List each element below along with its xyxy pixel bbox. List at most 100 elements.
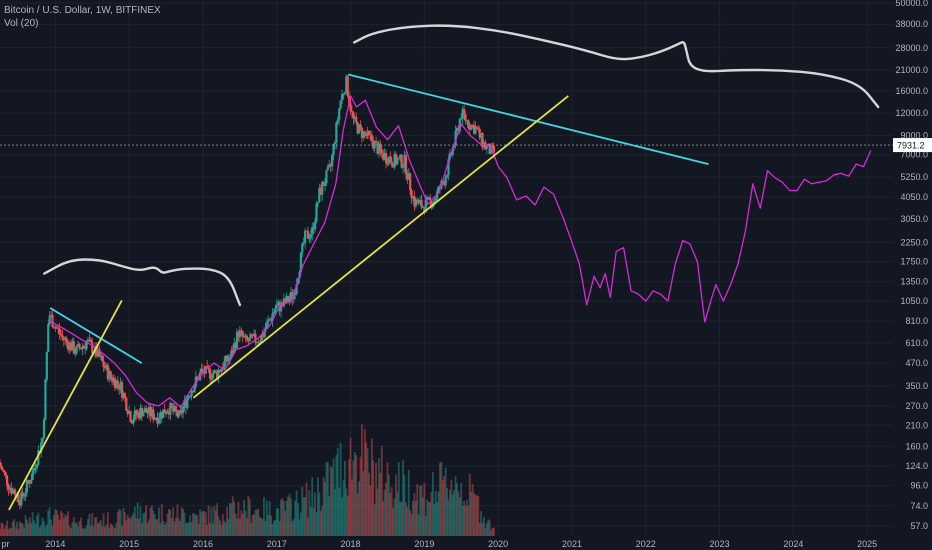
- candle-body: [329, 164, 332, 167]
- volume-bar: [160, 504, 163, 536]
- candle-body: [338, 108, 341, 120]
- candle-body: [277, 302, 280, 306]
- volume-bar: [434, 490, 437, 536]
- volume-bar: [290, 498, 292, 536]
- candle-body: [309, 234, 312, 239]
- volume-bar: [60, 510, 62, 536]
- volume-bar: [68, 525, 71, 536]
- candle-body: [130, 421, 134, 424]
- volume-bar: [89, 525, 92, 536]
- candle-body: [349, 103, 352, 112]
- candle-body: [255, 342, 258, 344]
- price-tick-label: 9000.0: [900, 130, 928, 140]
- candle-body: [149, 406, 152, 417]
- candle-body: [465, 120, 469, 122]
- volume-bar: [45, 524, 48, 536]
- volume-bar: [369, 485, 372, 536]
- candle-body: [475, 126, 478, 129]
- volume-bar: [118, 509, 121, 536]
- current-price-box: [893, 138, 932, 153]
- price-tick-label: 57.0: [910, 521, 928, 531]
- volume-bar: [209, 522, 211, 536]
- volume-bar: [410, 513, 413, 536]
- volume-indicator-label[interactable]: Vol (20): [4, 18, 39, 29]
- volume-bar: [152, 510, 155, 536]
- candle-body: [230, 350, 233, 357]
- candle-body: [210, 378, 213, 380]
- candle-body: [129, 411, 132, 422]
- candle-body: [321, 182, 324, 195]
- volume-bar: [257, 508, 260, 536]
- candle-body: [98, 348, 101, 357]
- candle-body: [288, 298, 291, 302]
- volume-bar: [16, 521, 18, 536]
- symbol-title[interactable]: Bitcoin / U.S. Dollar, 1W, BITFINEX: [4, 5, 161, 16]
- candle-body: [366, 130, 369, 136]
- candle-body: [28, 481, 31, 484]
- candle-body: [406, 174, 409, 180]
- price-axis[interactable]: 50000.0 38000.0 28000.0 21000.0 16000.0 12000…: [895, 0, 928, 531]
- candle-body: [24, 492, 27, 496]
- volume-bar: [258, 516, 261, 536]
- candle-body: [485, 146, 488, 149]
- candle-body: [0, 465, 3, 470]
- price-tick-label: 50000.0: [895, 0, 928, 8]
- volume-bar: [439, 462, 441, 536]
- candle-body: [445, 175, 449, 178]
- candle-body: [420, 200, 423, 208]
- volume-bar: [385, 482, 387, 536]
- time-tick-label: 2018: [341, 539, 361, 549]
- volume-bar: [131, 515, 133, 536]
- candle-body: [384, 153, 388, 163]
- candle-body: [237, 331, 240, 338]
- volume-bar: [280, 499, 282, 536]
- volume-bar: [219, 520, 221, 536]
- candle-body: [335, 122, 338, 143]
- volume-bar: [227, 518, 230, 536]
- candle-body: [147, 406, 151, 414]
- candle-body: [353, 116, 356, 119]
- volume-bar: [199, 509, 202, 536]
- candle-body: [331, 155, 334, 167]
- time-axis[interactable]: 2014 2015 2016 2017 2018 2019 2020 2021 2022 2023…: [1, 539, 877, 549]
- volume-bar: [135, 518, 138, 536]
- volume-bar: [23, 527, 26, 536]
- candle-body: [474, 126, 477, 134]
- candle-body: [301, 244, 304, 253]
- candle-body: [180, 410, 183, 414]
- volume-bar: [253, 514, 255, 536]
- volume-bar: [373, 504, 376, 536]
- volume-bar: [315, 512, 318, 536]
- candle-body: [103, 366, 107, 369]
- candle-body: [208, 368, 212, 379]
- candle-body: [146, 412, 149, 414]
- volume-bar: [203, 511, 206, 536]
- time-tick-label: 2019: [414, 539, 434, 549]
- volume-bar: [109, 523, 112, 536]
- candle-body: [119, 381, 122, 390]
- candle-body: [350, 111, 354, 113]
- volume-bar: [378, 458, 380, 536]
- volume-bar: [115, 522, 118, 536]
- volume-bar: [36, 515, 38, 536]
- candle-body: [302, 242, 305, 245]
- volume-bar: [490, 530, 492, 536]
- volume-bar: [88, 513, 91, 536]
- candle-body: [355, 116, 358, 123]
- volume-bar: [224, 522, 227, 536]
- volume-bar: [38, 527, 41, 536]
- volume-bar: [420, 485, 423, 536]
- candle-body: [116, 380, 119, 385]
- volume-bar: [0, 522, 3, 536]
- volume-bar: [165, 522, 167, 536]
- volume-bar: [74, 522, 77, 536]
- volume-bar: [112, 526, 115, 536]
- candle-body: [95, 345, 98, 357]
- candle-body: [27, 480, 30, 482]
- candle-body: [3, 470, 6, 473]
- volume-bar: [332, 458, 335, 536]
- volume-bar: [240, 510, 243, 536]
- candle-body: [352, 112, 355, 119]
- volume-bar: [450, 479, 453, 536]
